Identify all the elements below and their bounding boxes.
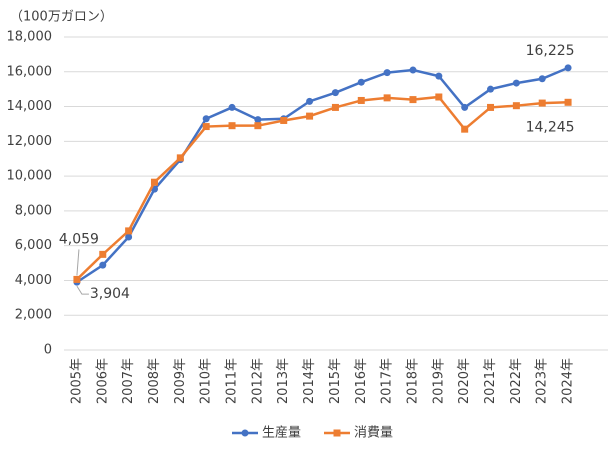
point (254, 122, 262, 130)
point (564, 98, 572, 106)
point (202, 115, 210, 123)
x-tick-label: 2005年 (69, 358, 84, 404)
legend-marker (333, 429, 341, 437)
x-tick-label: 2012年 (250, 358, 265, 404)
y-axis-label: （100万ガロン） (10, 10, 113, 25)
point (357, 78, 365, 86)
point (461, 125, 469, 133)
point (254, 116, 262, 124)
point (150, 178, 158, 186)
point (228, 103, 236, 111)
y-tick-label: 14,000 (7, 99, 53, 114)
point (564, 64, 572, 72)
x-tick-label: 2023年 (535, 358, 550, 404)
y-tick-label: 2,000 (15, 308, 52, 323)
y-tick-label: 16,000 (7, 64, 53, 79)
y-tick-label: 12,000 (7, 134, 53, 149)
data-label: 4,059 (59, 231, 99, 247)
point (512, 102, 520, 110)
legend-label: 生産量 (262, 425, 301, 441)
y-tick-label: 10,000 (7, 169, 53, 184)
data-label: 16,225 (526, 43, 575, 59)
point (435, 93, 443, 101)
leader-line (76, 285, 89, 295)
series-line (76, 95, 569, 281)
point (487, 103, 495, 111)
x-tick-label: 2021年 (483, 358, 498, 404)
x-tick-label: 2006年 (95, 358, 110, 404)
point (383, 69, 391, 77)
point (125, 233, 133, 241)
point (487, 85, 495, 93)
point (228, 122, 236, 130)
point (125, 227, 133, 235)
point (409, 66, 417, 74)
x-tick-label: 2019年 (431, 358, 446, 404)
x-tick-label: 2013年 (276, 358, 291, 404)
x-tick-label: 2018年 (405, 358, 420, 404)
x-tick-label: 2009年 (173, 358, 188, 404)
point (280, 116, 288, 124)
point (538, 75, 546, 83)
point (512, 79, 520, 87)
point (306, 97, 314, 105)
point (331, 89, 339, 97)
leader-line (76, 249, 80, 276)
x-tick-label: 2016年 (354, 358, 369, 404)
y-tick-label: 0 (44, 343, 52, 358)
x-tick-label: 2007年 (121, 358, 136, 404)
point (99, 261, 107, 269)
point (306, 112, 314, 120)
point (176, 154, 184, 162)
point (383, 94, 391, 102)
x-tick-label: 2020年 (457, 358, 472, 404)
y-tick-label: 6,000 (15, 238, 52, 253)
point (99, 250, 107, 258)
x-tick-label: 2022年 (509, 358, 524, 404)
x-tick-label: 2008年 (147, 358, 162, 404)
data-label: 3,904 (90, 286, 130, 302)
y-tick-label: 4,000 (15, 273, 52, 288)
point (357, 96, 365, 104)
point (461, 103, 469, 111)
data-label: 14,245 (526, 119, 575, 135)
point (409, 96, 417, 104)
point (73, 275, 81, 283)
legend-label: 消費量 (354, 426, 393, 441)
x-tick-label: 2010年 (199, 358, 214, 404)
x-tick-label: 2011年 (225, 358, 240, 404)
point (538, 99, 546, 107)
point (331, 103, 339, 111)
point (435, 72, 443, 80)
y-tick-label: 18,000 (7, 30, 53, 45)
y-tick-label: 8,000 (15, 203, 52, 218)
x-tick-label: 2014年 (302, 358, 317, 404)
x-tick-label: 2024年 (561, 358, 576, 404)
legend-marker (241, 429, 249, 437)
series-line (76, 66, 569, 284)
point (202, 123, 210, 131)
x-tick-label: 2017年 (380, 358, 395, 404)
x-tick-label: 2015年 (328, 358, 343, 404)
